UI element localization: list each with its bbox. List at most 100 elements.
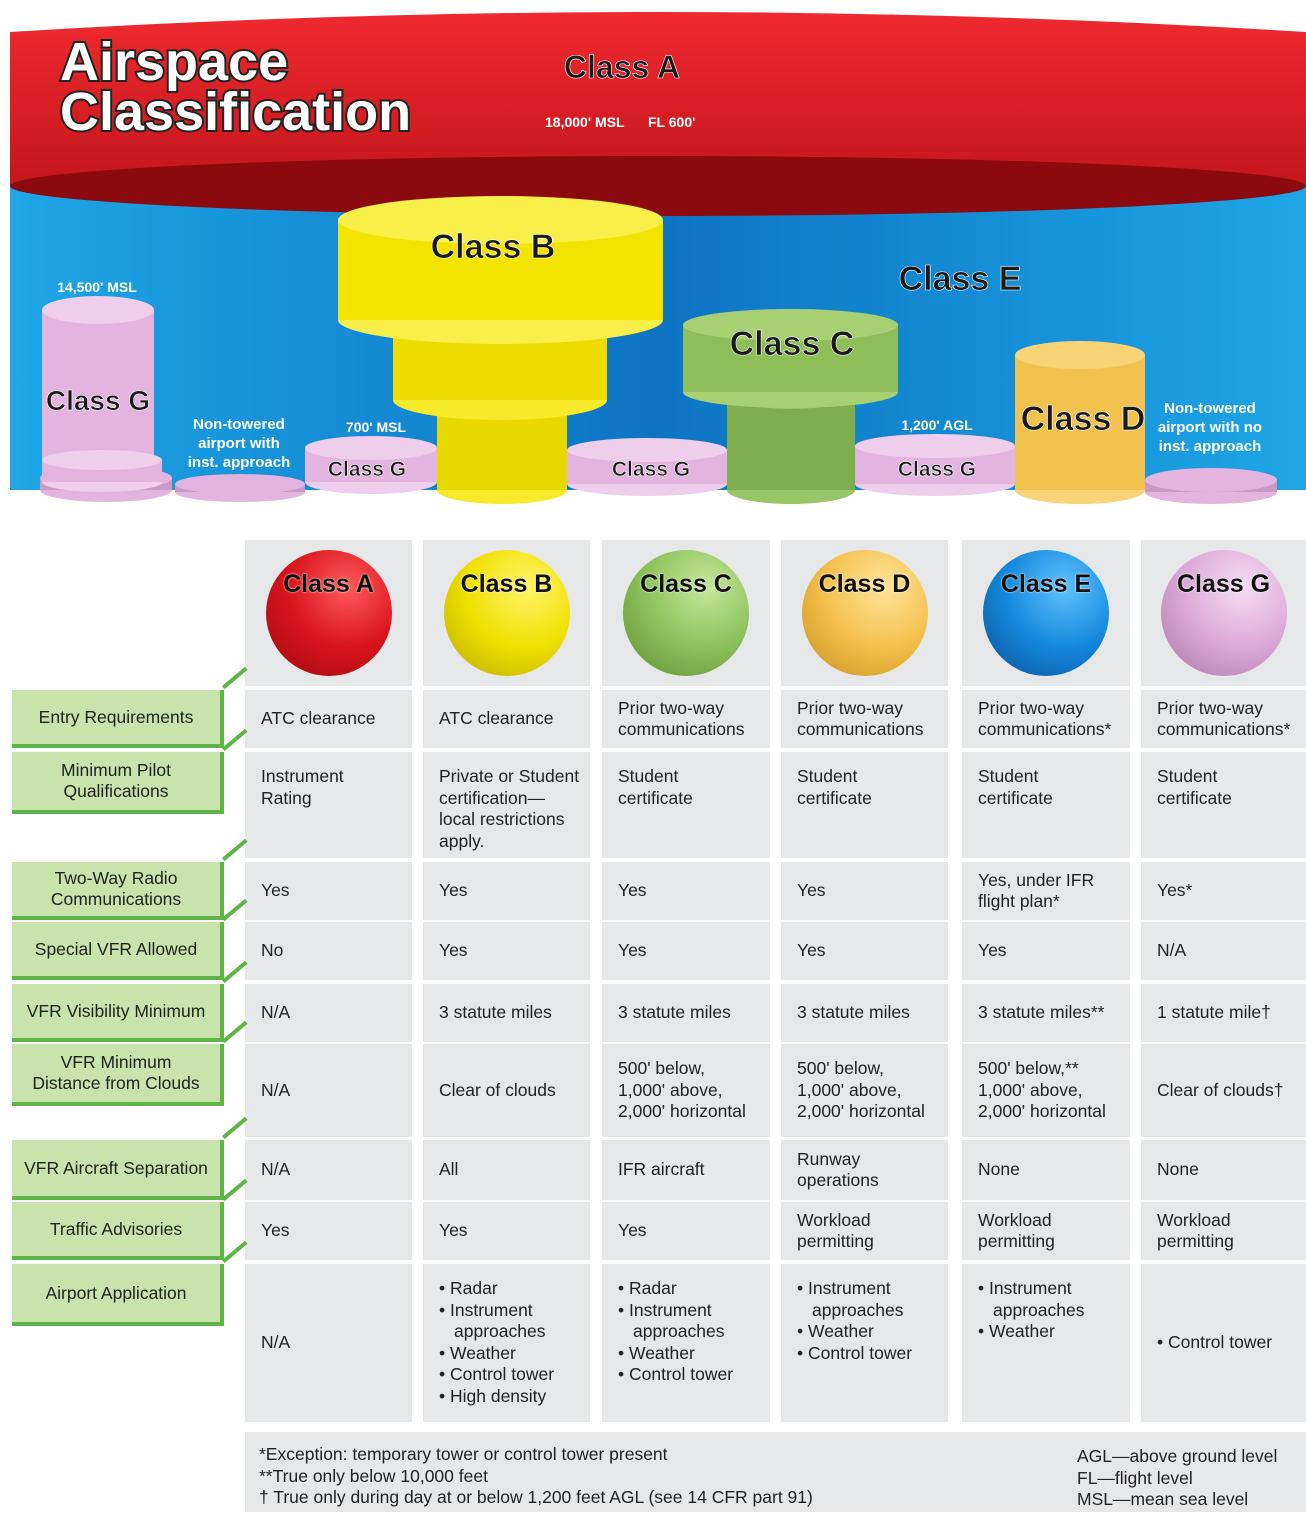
- column-title: Class E: [1000, 570, 1092, 598]
- cell-line: • Control tower: [1157, 1332, 1273, 1353]
- cell-line: No: [261, 940, 284, 961]
- cell-line: Yes: [978, 940, 1007, 961]
- class-label: Class B: [431, 228, 556, 266]
- cell-line: • Weather: [439, 1342, 516, 1363]
- table-cell: Workload permitting: [962, 1202, 1130, 1260]
- row-label-line: Entry Requirements: [38, 706, 194, 727]
- table-cell: Student certificate: [962, 752, 1130, 858]
- table-cell: • Control tower: [1141, 1264, 1306, 1422]
- footnote: *Exception: temporary tower or control t…: [259, 1444, 668, 1464]
- row-label-line: VFR Visibility Minimum: [26, 1000, 206, 1021]
- row-label: VFR Minimum Distance from Clouds: [12, 1044, 224, 1106]
- table-cell: 3 statute miles: [602, 984, 770, 1042]
- cell-line: Private or Student: [439, 766, 580, 786]
- table-cell: Prior two-way communications: [602, 690, 770, 748]
- airport-label: inst. approach: [1159, 438, 1262, 455]
- cell-line: N/A: [1157, 940, 1187, 961]
- cell-line: Workload: [978, 1209, 1052, 1230]
- class-c-top-top: [683, 309, 898, 341]
- table-cell: Yes: [602, 862, 770, 920]
- row-label: VFR Visibility Minimum: [12, 984, 224, 1042]
- cell-line: approaches: [812, 1299, 904, 1320]
- cell-line: • Instrument: [439, 1299, 533, 1320]
- cell-line: ATC clearance: [261, 708, 376, 729]
- table-cell: Yes: [602, 922, 770, 980]
- row-label: Entry Requirements: [12, 690, 224, 748]
- cell-line: N/A: [261, 1159, 291, 1180]
- airport-label: Non-towered: [1164, 400, 1256, 417]
- cell-line: N/A: [261, 1079, 291, 1100]
- class-b-top-top: [338, 196, 663, 244]
- table-cell: Yes: [781, 862, 948, 920]
- cell-line: N/A: [261, 1332, 291, 1353]
- airport-disc-top: [175, 474, 305, 494]
- cell-line: certificate: [618, 787, 693, 808]
- cell-line: 500' below,: [797, 1058, 885, 1079]
- cell-line: Prior two-way: [978, 697, 1084, 718]
- airport-label: inst. approach: [188, 454, 291, 471]
- row-label-line: Traffic Advisories: [49, 1218, 183, 1239]
- table-cell: ATC clearance: [423, 690, 590, 748]
- cell-line: certificate: [797, 787, 872, 808]
- class-label: Class D: [1021, 400, 1146, 438]
- column-header: Class B: [423, 540, 590, 686]
- cell-line: Prior two-way: [1157, 697, 1263, 718]
- table-cell: Student certificate: [1141, 752, 1306, 858]
- class-g-low-top: [305, 436, 437, 460]
- class-label: Class E: [899, 260, 1022, 298]
- cell-line: 2,000' horizontal: [978, 1101, 1106, 1122]
- cell-line: 3 statute miles**: [978, 1002, 1105, 1023]
- table-cell: 500' below, 1,000' above, 2,000' horizonta…: [602, 1044, 770, 1137]
- cell-line: Rating: [261, 787, 312, 808]
- row-label: Minimum Pilot Qualifications: [12, 752, 224, 814]
- cell-line: 1,000' above,: [618, 1079, 723, 1100]
- row-label: VFR Aircraft Separation: [12, 1140, 224, 1200]
- abbreviation: FL—flight level: [1077, 1467, 1193, 1488]
- cell-line: Workload: [797, 1209, 871, 1230]
- cell-line: local restrictions: [439, 809, 565, 829]
- column-title: Class A: [283, 570, 374, 598]
- cell-line: 2,000' horizontal: [618, 1101, 746, 1122]
- cell-line: Yes, under IFR: [978, 869, 1095, 890]
- class-badge: [983, 550, 1109, 676]
- table-cell: 500' below,** 1,000' above, 2,000' horizon…: [962, 1044, 1130, 1137]
- table-cell: Private or Student certification— local re…: [423, 752, 590, 858]
- row-label-line: Two-Way Radio: [54, 868, 178, 888]
- table-cell: Yes: [962, 922, 1130, 980]
- cell-line: Yes: [618, 1220, 647, 1241]
- table-cell: Yes: [245, 1202, 412, 1260]
- class-label: Class G: [898, 458, 976, 481]
- class-g-tall-top: [42, 296, 154, 324]
- table-cell: Student certificate: [781, 752, 948, 858]
- cell-line: certificate: [978, 787, 1053, 808]
- cell-line: approaches: [633, 1321, 725, 1341]
- column-title: Class G: [1176, 570, 1271, 598]
- cell-line: apply.: [439, 830, 485, 851]
- cell-line: Yes: [261, 1220, 290, 1241]
- cell-line: • Instrument: [797, 1278, 891, 1298]
- cell-line: • Instrument: [618, 1299, 712, 1320]
- altitude-label: 14,500' MSL: [57, 279, 137, 295]
- table-cell: Yes, under IFR flight plan*: [962, 862, 1130, 920]
- column-title: Class D: [818, 570, 911, 598]
- cell-line: IFR aircraft: [618, 1159, 705, 1180]
- cell-line: 1 statute mile†: [1157, 1002, 1271, 1023]
- cell-line: N/A: [261, 1002, 291, 1023]
- class-label: Class C: [730, 325, 855, 363]
- cell-line: • Weather: [797, 1321, 874, 1341]
- table-cell: Clear of clouds†: [1141, 1044, 1306, 1137]
- cell-line: Student: [797, 766, 858, 786]
- class-d: [1015, 355, 1145, 490]
- class-label: Class G: [46, 385, 150, 416]
- table-cell: Workload permitting: [781, 1202, 948, 1260]
- class-g-low-top: [855, 434, 1015, 458]
- airport-disc-top: [1145, 468, 1277, 492]
- class-g-step-top: [42, 450, 162, 470]
- cell-line: 3 statute miles: [797, 1002, 910, 1023]
- cell-line: permitting: [978, 1231, 1055, 1251]
- cell-line: • High density: [439, 1385, 547, 1406]
- class-a-band: [10, 12, 1306, 185]
- cell-line: Student: [618, 766, 679, 786]
- column-title: Class C: [640, 570, 732, 598]
